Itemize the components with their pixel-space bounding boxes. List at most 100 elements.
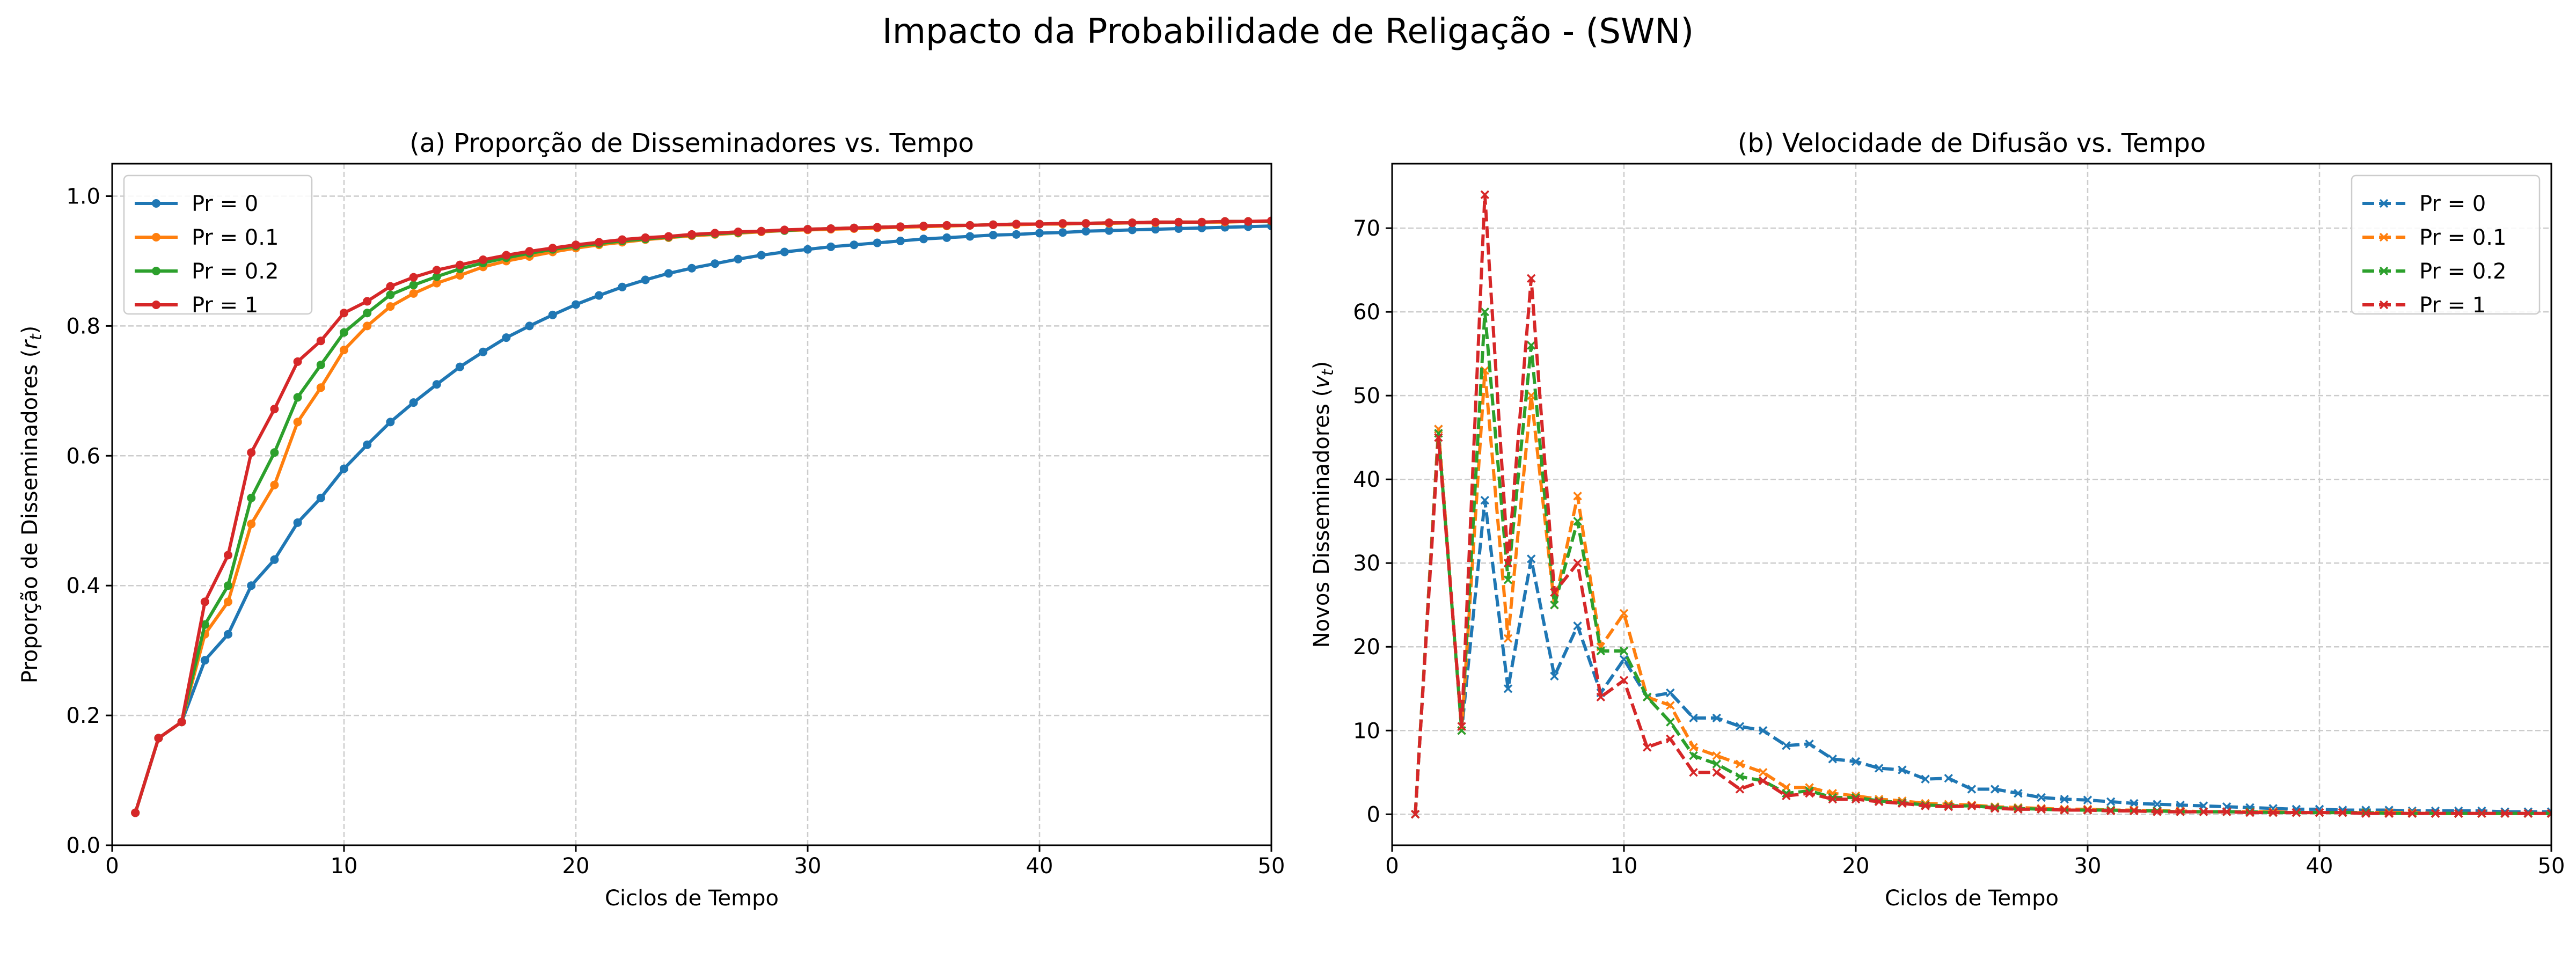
data-point [386,302,395,311]
y-tick-label: 20 [1353,635,1380,660]
data-point [1503,684,1513,693]
legend-marker [152,267,160,275]
data-point [896,236,905,245]
legend-item-pr-1: Pr = 1 [135,293,258,318]
data-point [1735,722,1745,731]
data-point [1944,773,1953,783]
legend-item-pr-0-2: Pr = 0.2 [2362,259,2506,284]
data-point [641,275,650,284]
y-tick-label: 60 [1353,300,1380,325]
data-point [2014,804,2023,814]
y-axis-label: Proporção de Disseminadores (rt) [18,326,46,683]
y-tick-label: 10 [1353,719,1380,743]
data-point [456,271,464,280]
data-point [525,321,534,331]
data-point [2361,809,2370,818]
data-point [618,282,627,291]
data-point [224,551,232,560]
legend-item-pr-0: Pr = 0 [135,192,258,216]
data-point [1990,804,2000,813]
series-pr-1 [131,216,1271,817]
data-point [1944,802,1953,811]
data-point [1619,655,1629,664]
data-point [1410,810,1420,819]
x-tick-label: 30 [2074,854,2102,879]
data-point [1480,307,1490,317]
data-point [456,362,464,371]
data-point [873,223,882,232]
y-axis-label: Novos Disseminadores (vt) [1309,361,1337,648]
x-tick-label: 30 [794,854,822,879]
plot-area [1410,190,2551,819]
data-point [1457,722,1466,731]
legend-marker [2379,300,2389,310]
data-point [363,440,372,449]
data-point [1573,516,1582,526]
data-point [1151,217,1160,226]
x-axis-label: Ciclos de Tempo [605,886,779,911]
data-point [1128,218,1137,228]
data-point [757,226,766,236]
data-point [1596,692,1606,702]
data-point [965,221,975,230]
data-point [1828,755,1838,764]
data-point [2129,799,2139,808]
data-point [200,656,209,665]
legend-label: Pr = 1 [2419,293,2486,318]
chart-title: (a) Proporção de Disseminadores vs. Temp… [409,128,974,158]
data-point [502,251,511,260]
data-point [2292,808,2301,817]
legend-item-pr-0-2: Pr = 0.2 [135,259,279,284]
data-point [1898,799,1907,808]
axes-frame [1391,163,2552,846]
data-point [1012,230,1021,239]
x-axis-label: Ciclos de Tempo [1885,886,2059,911]
legend-marker [2379,266,2389,276]
data-point [1805,789,1814,798]
data-point [1735,772,1745,781]
data-point [1642,743,1652,752]
data-point [1735,759,1745,769]
data-point [409,398,418,407]
x-tick-label: 0 [1385,854,1399,879]
data-point [1712,713,1722,723]
data-point [641,233,650,242]
legend-label: Pr = 0.2 [192,259,279,284]
data-point [1851,757,1861,766]
data-point [270,480,279,489]
y-tick-label: 0.2 [66,704,100,728]
data-point [1712,768,1722,777]
data-point [919,222,928,231]
data-point [1666,701,1675,710]
y-tick-label: 0 [1367,802,1380,827]
data-point [1174,217,1183,226]
data-point [896,222,905,231]
data-point [873,238,882,247]
legend-label: Pr = 0.1 [192,225,279,250]
legend: Pr = 0 Pr = 0.1 Pr = 0.2 Pr = 1 [123,174,313,318]
data-point [1503,575,1513,584]
data-point [803,225,812,234]
data-point [1503,634,1513,643]
data-point [2384,809,2394,818]
data-point [1151,225,1160,234]
data-point [247,448,256,457]
data-point [479,255,488,265]
data-point [2500,809,2509,818]
data-point [1712,751,1722,760]
data-point [1828,794,1838,804]
x-tick-label: 40 [2306,854,2333,879]
data-point [2176,807,2185,816]
data-point [1689,713,1698,723]
data-point [919,235,928,244]
data-point [2222,807,2231,816]
data-point [757,251,766,260]
data-point [1035,219,1044,229]
data-point [270,405,279,414]
data-point [1035,229,1044,238]
data-point [850,223,859,232]
data-point [1758,776,1768,786]
data-point [1712,759,1722,769]
data-point [1081,219,1091,228]
